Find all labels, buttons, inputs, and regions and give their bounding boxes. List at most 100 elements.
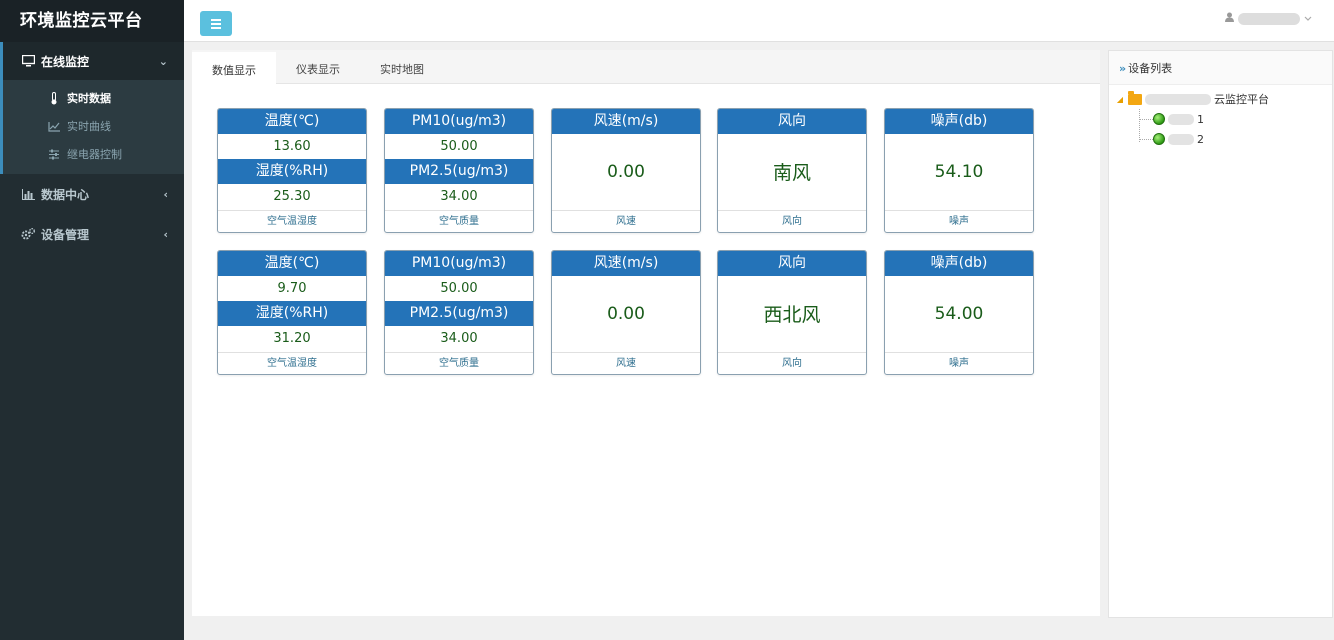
chevron-left-icon: ‹ bbox=[163, 187, 168, 201]
main-panel: 数值显示 仪表显示 实时地图 温度(℃) 13.60 湿度(%RH) 25.30… bbox=[192, 50, 1100, 616]
wind-speed-title: 风速(m/s) bbox=[552, 109, 700, 134]
tab-realtime-map[interactable]: 实时地图 bbox=[380, 63, 424, 76]
app-title: 环境监控云平台 bbox=[0, 0, 184, 42]
temperature-value: 13.60 bbox=[273, 139, 311, 154]
card-footer: 空气质量 bbox=[385, 210, 533, 232]
tree-device-label: 2 bbox=[1197, 132, 1204, 146]
air-temp-humidity-card: 温度(℃) 9.70 湿度(%RH) 31.20 空气温湿度 bbox=[217, 250, 367, 375]
user-name-redacted bbox=[1238, 12, 1300, 25]
submenu-online-monitor: 实时数据 实时曲线 继电器控制 bbox=[3, 80, 184, 174]
card-footer: 风速 bbox=[552, 210, 700, 232]
air-quality-card: PM10(ug/m3) 50.00 PM2.5(ug/m3) 34.00 空气质… bbox=[384, 108, 534, 233]
monitor-icon bbox=[21, 54, 35, 68]
double-chevron-right-icon[interactable]: » bbox=[1119, 62, 1127, 75]
menu-online-monitor-label: 在线监控 bbox=[41, 54, 90, 69]
menu-group-online-monitor: 在线监控 ⌄ 实时数据 实时曲线 继电器控制 bbox=[0, 42, 184, 174]
noise-card: 噪声(db) 54.00 噪声 bbox=[884, 250, 1034, 375]
redacted-text bbox=[1168, 133, 1194, 145]
wind-direction-value: 南风 bbox=[772, 162, 811, 184]
sidebar-item-label: 继电器控制 bbox=[67, 148, 122, 161]
menu-device-manage[interactable]: 设备管理 ‹ bbox=[3, 214, 184, 254]
humidity-title: 湿度(%RH) bbox=[218, 301, 366, 326]
menu-online-monitor[interactable]: 在线监控 ⌄ bbox=[3, 42, 184, 80]
chevron-down-icon bbox=[1304, 12, 1312, 25]
card-footer: 风向 bbox=[718, 352, 866, 374]
menu-data-center[interactable]: 数据中心 ‹ bbox=[3, 174, 184, 214]
wind-speed-title: 风速(m/s) bbox=[552, 251, 700, 276]
bar-chart-icon bbox=[21, 187, 35, 201]
menu-data-center-label: 数据中心 bbox=[41, 187, 90, 202]
sidebar: 环境监控云平台 在线监控 ⌄ 实时数据 实时曲线 bbox=[0, 0, 184, 640]
chevron-left-icon: ‹ bbox=[163, 227, 168, 241]
wind-speed-value: 0.00 bbox=[607, 161, 645, 182]
tab-gauge-display[interactable]: 仪表显示 bbox=[296, 63, 340, 76]
thermometer-icon bbox=[47, 91, 61, 105]
noise-card: 噪声(db) 54.10 噪声 bbox=[884, 108, 1034, 233]
card-footer: 噪声 bbox=[885, 210, 1033, 232]
line-chart-icon bbox=[47, 121, 61, 132]
card-footer: 空气温湿度 bbox=[218, 352, 366, 374]
menu-group-device-manage: 设备管理 ‹ bbox=[0, 214, 184, 254]
folder-icon bbox=[1128, 90, 1142, 105]
wind-direction-title: 风向 bbox=[718, 109, 866, 134]
device-list-title: 设备列表 bbox=[1128, 62, 1173, 75]
sidebar-toggle-button[interactable] bbox=[200, 11, 232, 36]
pm10-value: 50.00 bbox=[440, 281, 478, 296]
tree-root-label: 云监控平台 bbox=[1214, 93, 1269, 106]
gears-icon bbox=[21, 227, 35, 241]
tree-expand-icon[interactable]: ◢ bbox=[1116, 94, 1124, 104]
sliders-icon bbox=[47, 149, 61, 160]
menu-group-data-center: 数据中心 ‹ bbox=[0, 174, 184, 214]
card-footer: 风速 bbox=[552, 352, 700, 374]
device-list-header: » 设备列表 bbox=[1109, 51, 1332, 85]
wind-speed-card: 风速(m/s) 0.00 风速 bbox=[551, 108, 701, 233]
air-quality-card: PM10(ug/m3) 50.00 PM2.5(ug/m3) 34.00 空气质… bbox=[384, 250, 534, 375]
noise-title: 噪声(db) bbox=[885, 251, 1033, 276]
tree-device-label: 1 bbox=[1197, 112, 1204, 126]
card-footer: 空气质量 bbox=[385, 352, 533, 374]
online-status-icon bbox=[1153, 133, 1165, 145]
humidity-title: 湿度(%RH) bbox=[218, 159, 366, 184]
wind-direction-card: 风向 南风 风向 bbox=[717, 108, 867, 233]
device-list-panel: » 设备列表 ◢ 云监控平台 1 2 bbox=[1108, 50, 1333, 618]
online-status-icon bbox=[1153, 113, 1165, 125]
temperature-title: 温度(℃) bbox=[218, 109, 366, 134]
user-menu[interactable] bbox=[1225, 12, 1312, 25]
tree-device-node[interactable]: 1 bbox=[1115, 109, 1332, 129]
redacted-text bbox=[1145, 93, 1211, 105]
tree-root-node[interactable]: ◢ 云监控平台 bbox=[1115, 89, 1332, 109]
wind-direction-card: 风向 西北风 风向 bbox=[717, 250, 867, 375]
wind-direction-title: 风向 bbox=[718, 251, 866, 276]
bars-icon bbox=[211, 18, 221, 21]
pm25-value: 34.00 bbox=[440, 331, 478, 346]
temperature-value: 9.70 bbox=[277, 281, 307, 296]
noise-title: 噪声(db) bbox=[885, 109, 1033, 134]
sidebar-item-label: 实时曲线 bbox=[67, 120, 111, 133]
sidebar-item-relay-control[interactable]: 继电器控制 bbox=[3, 140, 184, 168]
device-tree: ◢ 云监控平台 1 2 bbox=[1109, 85, 1332, 149]
sidebar-item-realtime-data[interactable]: 实时数据 bbox=[3, 84, 184, 112]
humidity-value: 25.30 bbox=[273, 189, 311, 204]
pm10-title: PM10(ug/m3) bbox=[385, 109, 533, 134]
pm10-title: PM10(ug/m3) bbox=[385, 251, 533, 276]
noise-value: 54.10 bbox=[934, 161, 984, 182]
tab-numeric-display[interactable]: 数值显示 bbox=[192, 50, 276, 84]
tree-connector bbox=[1139, 109, 1140, 142]
pm25-title: PM2.5(ug/m3) bbox=[385, 159, 533, 184]
air-temp-humidity-card: 温度(℃) 13.60 湿度(%RH) 25.30 空气温湿度 bbox=[217, 108, 367, 233]
redacted-text bbox=[1168, 113, 1194, 125]
card-footer: 空气温湿度 bbox=[218, 210, 366, 232]
user-icon bbox=[1225, 12, 1234, 25]
menu-device-manage-label: 设备管理 bbox=[41, 227, 90, 242]
tab-bar: 数值显示 仪表显示 实时地图 bbox=[192, 50, 1100, 84]
humidity-value: 31.20 bbox=[273, 331, 311, 346]
sidebar-item-label: 实时数据 bbox=[67, 92, 111, 105]
tree-device-node[interactable]: 2 bbox=[1115, 129, 1332, 149]
card-footer: 风向 bbox=[718, 210, 866, 232]
pm10-value: 50.00 bbox=[440, 139, 478, 154]
temperature-title: 温度(℃) bbox=[218, 251, 366, 276]
pm25-title: PM2.5(ug/m3) bbox=[385, 301, 533, 326]
chevron-down-icon: ⌄ bbox=[158, 54, 168, 68]
sidebar-item-realtime-curve[interactable]: 实时曲线 bbox=[3, 112, 184, 140]
wind-direction-value: 西北风 bbox=[763, 304, 821, 326]
